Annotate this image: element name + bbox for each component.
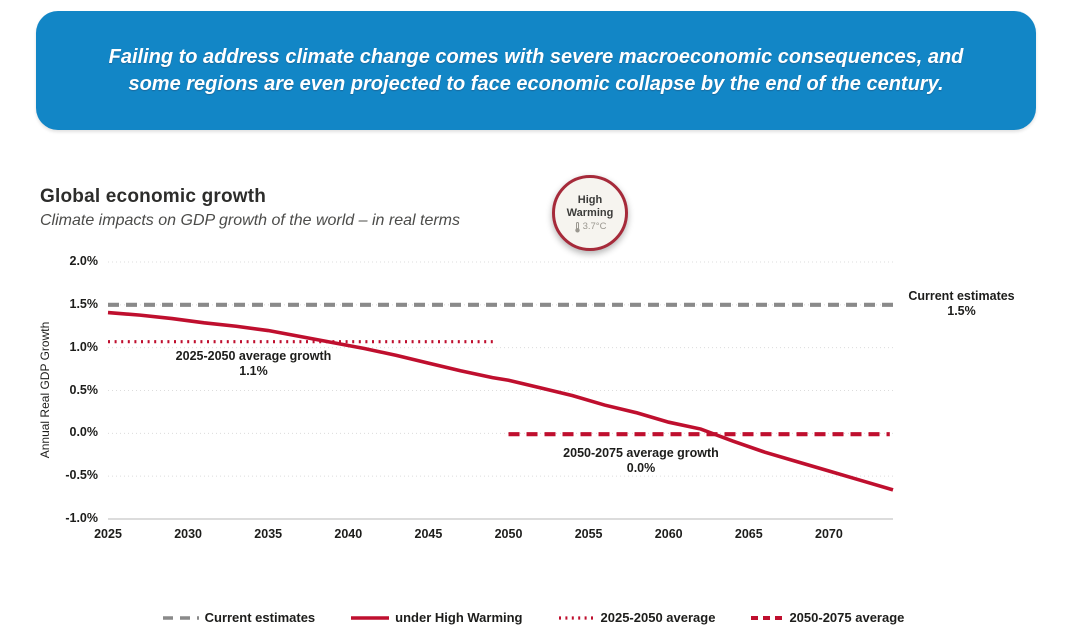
y-tick-label: -0.5%: [65, 468, 98, 483]
legend-item-2050-2075-average: 2050-2075 average: [751, 610, 904, 625]
chart-header: Global economic growth Climate impacts o…: [40, 186, 460, 230]
y-tick-label: 1.5%: [69, 296, 99, 311]
legend-swatch-red-dashed: [751, 615, 784, 620]
x-tick-label: 2025: [94, 527, 122, 541]
x-tick-label: 2065: [734, 527, 763, 541]
annotation-value: 1.1%: [239, 364, 268, 378]
annotation-2025-2050-average: 2025-2050 average growth 1.1%: [146, 349, 361, 379]
x-tick-label: 2045: [414, 527, 443, 541]
series-under-high-warming: [107, 310, 894, 492]
chart-subtitle: Climate impacts on GDP growth of the wor…: [40, 212, 461, 229]
y-axis-ticks: 2.0% 1.5% 1.0% 0.5% 0.0% -0.5% -1.0%: [0, 254, 99, 525]
y-tick-label: 0.5%: [69, 382, 99, 397]
y-tick-label: 0.0%: [69, 425, 99, 440]
x-axis-ticks: 2025 2030 2035 2040 2045 2050 2055 2060 2065 2070: [94, 527, 893, 543]
legend-swatch-red-dotted: [558, 615, 595, 620]
annotation-current-estimates: Current estimates 1.5%: [884, 289, 1039, 319]
annotation-2050-2075-average: 2050-2075 average growth 0.0%: [526, 446, 756, 476]
chart-title: Global economic growth: [40, 186, 267, 207]
badge-line1: High: [577, 193, 603, 206]
x-tick-label: 2040: [334, 527, 363, 541]
legend-item-under-high-warming: under High Warming: [351, 610, 523, 625]
x-tick-label: 2070: [815, 527, 843, 541]
annotation-line: 2050-2075 average growth: [563, 446, 719, 460]
legend-label: Current estimates: [204, 610, 316, 625]
x-tick-label: 2035: [254, 527, 283, 541]
headline-text: Failing to address climate change comes …: [108, 45, 964, 95]
legend-label: 2050-2075 average: [789, 610, 905, 625]
x-tick-label: 2030: [174, 527, 202, 541]
scenario-badge: High Warming 3.7°C: [552, 175, 628, 251]
legend-item-2025-2050-average: 2025-2050 average: [558, 610, 716, 625]
x-tick-label: 2055: [574, 527, 603, 541]
y-tick-label: 2.0%: [69, 254, 99, 268]
badge-line2: Warming: [566, 206, 614, 219]
x-tick-label: 2060: [654, 527, 683, 541]
badge-temperature: 3.7°C: [574, 221, 607, 233]
legend-swatch-gray-dashed: [162, 615, 199, 620]
y-tick-label: 1.0%: [69, 339, 99, 354]
annotation-line: 2025-2050 average growth: [175, 349, 332, 363]
annotation-value: 0.0%: [626, 461, 656, 475]
legend-swatch-red-solid: [351, 615, 390, 620]
legend-item-current-estimates: Current estimates: [162, 610, 316, 625]
y-tick-label: -1.0%: [65, 511, 98, 525]
legend-label: 2025-2050 average: [600, 610, 716, 625]
legend: Current estimates under High Warming 202…: [0, 610, 1067, 625]
legend-label: under High Warming: [395, 610, 523, 625]
thermometer-icon: [574, 221, 580, 232]
headline-banner: Failing to address climate change comes …: [36, 11, 1036, 130]
annotation-value: 1.5%: [947, 304, 976, 318]
badge-temp-value: 3.7°C: [582, 221, 607, 232]
annotation-line: Current estimates: [908, 289, 1015, 303]
plot-area: [107, 261, 894, 520]
x-tick-label: 2050: [494, 527, 523, 541]
